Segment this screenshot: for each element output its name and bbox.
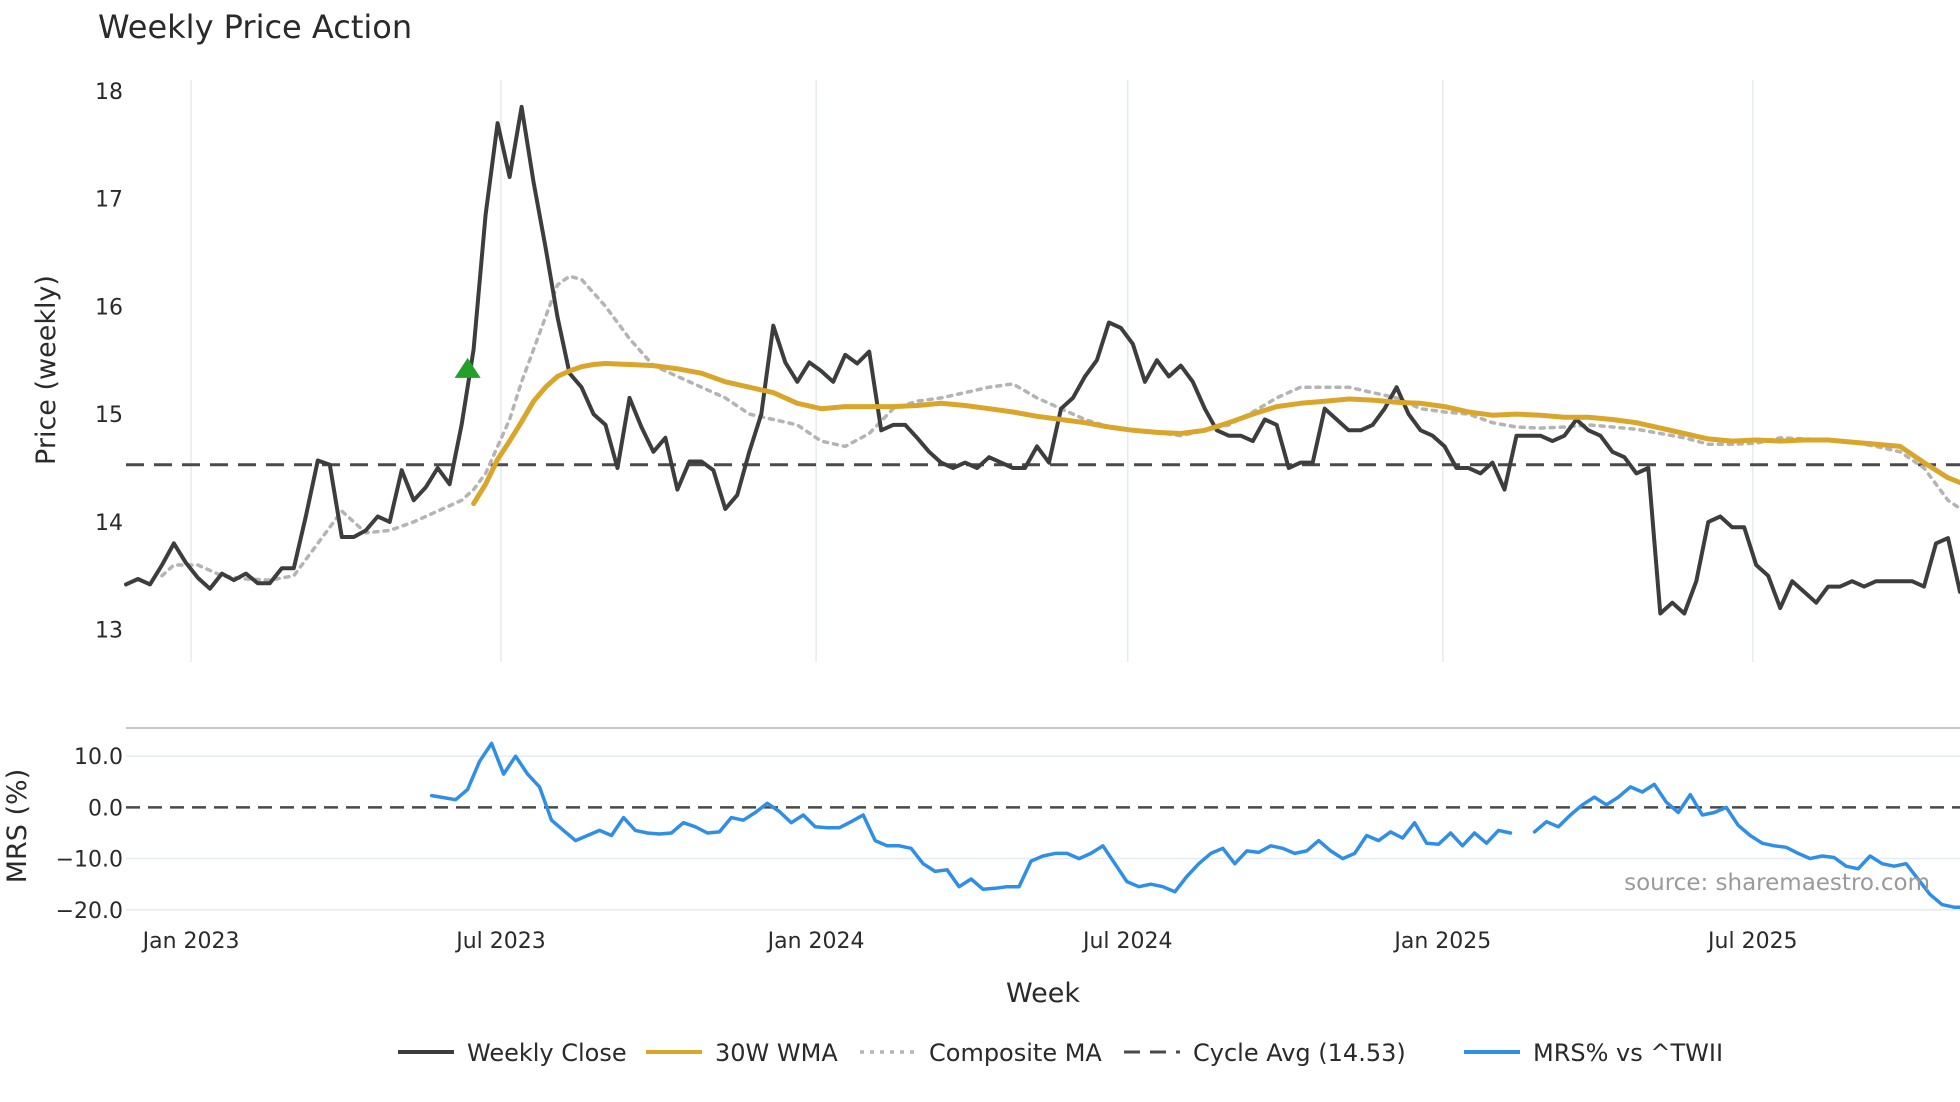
- legend-label: Cycle Avg (14.53): [1193, 1039, 1406, 1067]
- legend: Weekly Close 30W WMA Composite MA Cycle Avg…: [398, 1039, 1723, 1067]
- y-tick-label-mrs: 10.0: [74, 745, 123, 770]
- y-tick-label-price: 14: [95, 511, 123, 536]
- series-mrs-vs-twii: [429, 741, 1513, 894]
- x-tick-label: Jul 2023: [454, 929, 546, 954]
- mrs-panel: [126, 741, 1960, 909]
- y-tick-label-price: 13: [95, 619, 123, 644]
- series-mrs-vs-twii: [1532, 782, 1960, 909]
- legend-label: 30W WMA: [715, 1039, 838, 1067]
- y-tick-label-price: 15: [95, 403, 123, 428]
- y-tick-label-mrs: −10.0: [56, 848, 123, 873]
- axes: Jan 2023 Jul 2023 Jan 2024 Jul 2024 Jan 2025…: [56, 80, 1798, 954]
- x-axis-label: Week: [1006, 978, 1080, 1009]
- x-tick-label: Jul 2024: [1081, 929, 1173, 954]
- price-panel: [124, 104, 1960, 616]
- y-axis-label-mrs: MRS (%): [2, 769, 33, 884]
- y-tick-label-mrs: −20.0: [56, 899, 123, 924]
- y-axis-label-price: Price (weekly): [31, 275, 62, 465]
- y-tick-label-price: 16: [95, 295, 123, 320]
- legend-label: Composite MA: [929, 1039, 1102, 1067]
- legend-label: MRS% vs ^TWII: [1533, 1039, 1723, 1067]
- legend-label: Weekly Close: [467, 1039, 627, 1067]
- x-tick-label: Jan 2025: [1392, 929, 1491, 954]
- series-weekly-close: [124, 104, 1960, 616]
- x-tick-label: Jan 2024: [766, 929, 865, 954]
- y-tick-label-price: 17: [95, 188, 123, 213]
- chart-title: Weekly Price Action: [98, 8, 412, 46]
- grid: [126, 80, 1960, 911]
- signal-triangle-marker: [454, 357, 481, 378]
- x-tick-label: Jan 2023: [141, 929, 240, 954]
- y-tick-label-mrs: 0.0: [88, 796, 123, 821]
- x-tick-label: Jul 2025: [1706, 929, 1798, 954]
- y-tick-label-price: 18: [95, 80, 123, 105]
- series-composite-ma: [160, 274, 1960, 582]
- series-30w-wma: [471, 361, 1960, 507]
- source-note: source: sharemaestro.com: [1624, 870, 1930, 896]
